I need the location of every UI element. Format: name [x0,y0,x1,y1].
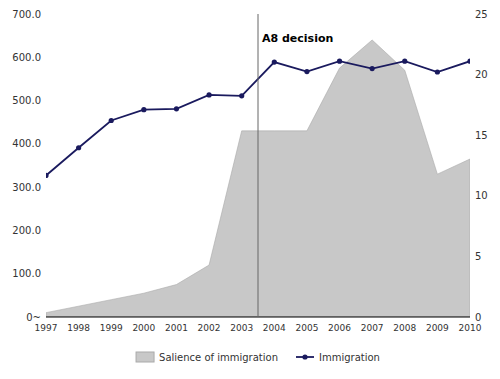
line-point [370,66,375,71]
y2-tick-label: 0 [475,312,481,323]
line-point [304,69,309,74]
line-point [76,145,81,150]
legend: Salience of immigration Immigration [136,352,380,363]
x-tick-label: 1999 [100,323,123,333]
y2-tick-label: 20 [475,69,488,80]
chart: A8 decision 0~ 100.0 200.0 300.0 400.0 500.0 60… [0,0,500,379]
x-tick-label: 2002 [198,323,221,333]
y-tick-label: 700.0 [12,9,41,20]
y-tick-label: 500.0 [12,95,41,106]
x-tick-label: 1997 [35,323,58,333]
y-tick-label: 400.0 [12,138,41,149]
y-tick-label: 600.0 [12,52,41,63]
x-tick-label: 2009 [426,323,449,333]
annotation-line [258,14,259,317]
annotation-text: A8 decision [262,32,333,45]
y2-tick-label: 15 [475,130,488,141]
legend-item: Immigration [296,352,380,363]
legend-marker [302,354,307,359]
x-tick-label: 2008 [393,323,416,333]
line-point [435,69,440,74]
line-point [272,59,277,64]
x-tick-label: 2004 [263,323,286,333]
line-point [467,59,470,64]
y-tick-label: 100.0 [12,268,41,279]
x-tick-label: 2006 [328,323,351,333]
legend-label: Salience of immigration [159,352,278,363]
line-point [239,93,244,98]
legend-swatch [136,352,154,362]
x-tick-label: 2000 [132,323,155,333]
x-tick-label: 2007 [361,323,384,333]
x-tick-label: 2005 [295,323,318,333]
x-tick-label: 2010 [459,323,482,333]
line-point [402,59,407,64]
line-point [109,118,114,123]
legend-label: Immigration [319,352,380,363]
line-point [46,173,49,178]
legend-item: Salience of immigration [136,352,278,363]
line-point [206,92,211,97]
x-tick-label: 2003 [230,323,253,333]
y2-tick-label: 25 [475,9,488,20]
line-point [174,106,179,111]
y2-tick-label: 10 [475,190,488,201]
line-point [337,59,342,64]
y-tick-label: 300.0 [12,182,41,193]
x-tick-label: 1998 [67,323,90,333]
y-tick-label: 200.0 [12,225,41,236]
x-tick-label: 2001 [165,323,188,333]
y2-tick-label: 5 [475,251,481,262]
line-point [141,107,146,112]
y-tick-label: 0~ [26,312,41,323]
